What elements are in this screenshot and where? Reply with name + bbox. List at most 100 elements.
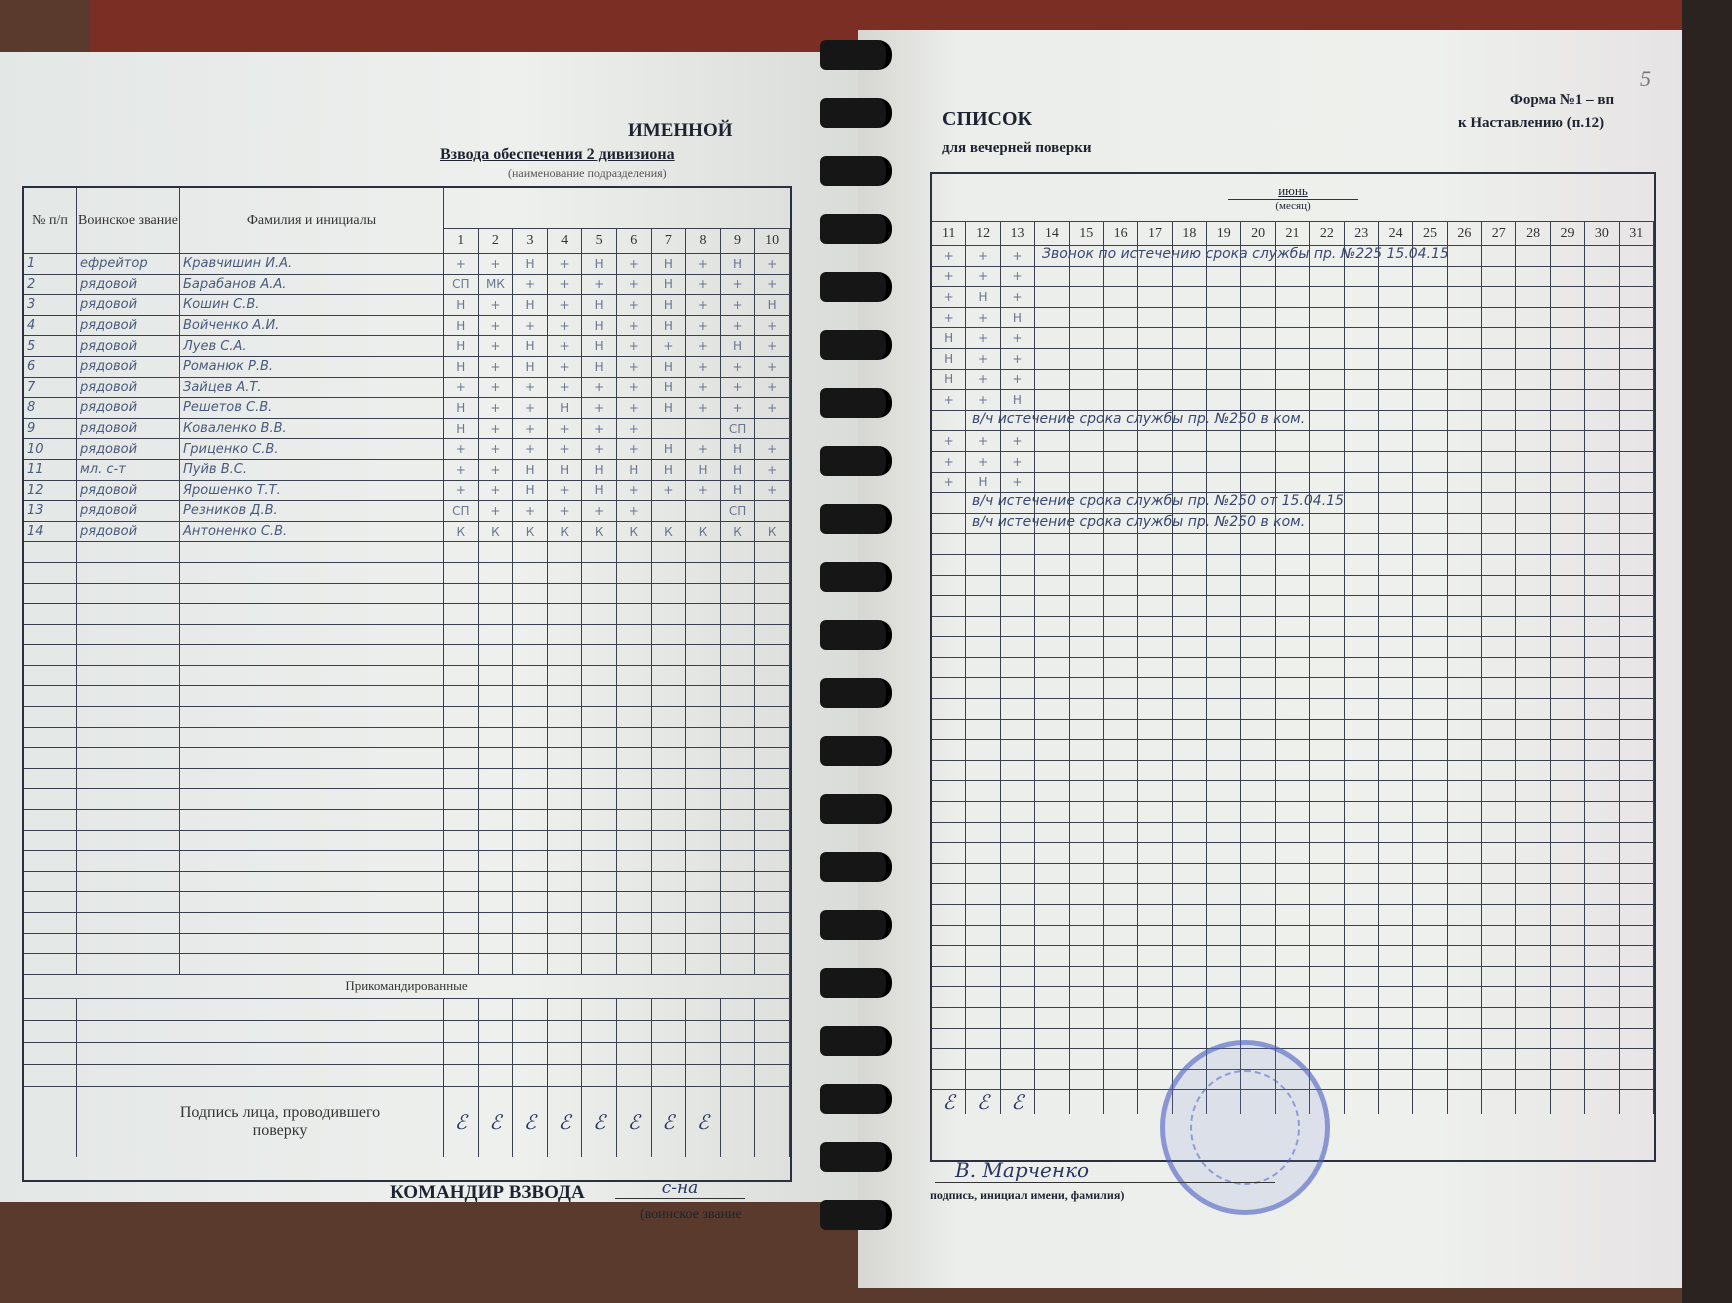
attendance-mark — [1345, 946, 1379, 966]
attendance-mark — [1585, 554, 1620, 575]
month-name: июнь — [1228, 183, 1358, 200]
spiral-ring — [820, 1200, 892, 1230]
attendance-mark — [1173, 863, 1207, 884]
attendance-mark — [932, 946, 967, 966]
attendance-mark — [1413, 781, 1448, 802]
right-subtitle: для вечерней поверки — [942, 140, 1092, 156]
attendance-mark — [966, 596, 1001, 616]
attendance-mark — [1104, 287, 1139, 307]
row-name — [180, 583, 444, 604]
attendance-mark — [1310, 1069, 1345, 1090]
table-row: в/ч истечение срока службы пр. №250 в ко… — [932, 513, 1654, 535]
attendance-mark — [1241, 266, 1276, 287]
attendance-mark — [513, 727, 548, 748]
attendance-mark — [1585, 1069, 1620, 1090]
attendance-mark — [1482, 287, 1517, 307]
attendance-mark — [1138, 307, 1173, 328]
attendance-mark — [721, 892, 756, 912]
attendance-mark — [1345, 802, 1379, 822]
row-name — [77, 1042, 444, 1064]
table-row — [24, 851, 790, 872]
attendance-mark — [1001, 410, 1036, 431]
attendance-mark — [1448, 410, 1482, 431]
attendance-mark — [1138, 719, 1173, 740]
attendance-mark — [1104, 740, 1139, 760]
spiral-ring — [820, 272, 892, 302]
form-reference: к Наставлению (п.12) — [1458, 115, 1605, 131]
attendance-mark — [617, 933, 652, 954]
attendance-mark — [1551, 575, 1586, 596]
day-number: 27 — [1482, 222, 1517, 245]
attendance-mark — [1173, 905, 1207, 925]
attendance-mark — [1138, 596, 1173, 616]
attendance-mark — [1516, 740, 1551, 760]
attendance-mark — [1070, 699, 1104, 719]
attendance-mark — [582, 665, 617, 686]
attendance-mark — [1379, 307, 1414, 328]
attendance-mark — [1276, 966, 1311, 987]
attendance-mark — [1448, 822, 1482, 843]
attendance-mark — [1207, 802, 1242, 822]
attendance-mark — [617, 892, 652, 912]
attendance-mark — [1138, 472, 1173, 493]
attendance-mark — [1070, 802, 1104, 822]
attendance-mark — [1310, 843, 1345, 863]
table-row — [932, 678, 1654, 700]
attendance-mark — [1207, 410, 1242, 431]
attendance-mark — [1241, 699, 1276, 719]
attendance-mark — [1241, 822, 1276, 843]
attendance-mark — [1379, 596, 1414, 616]
attendance-mark — [1585, 596, 1620, 616]
attendance-mark — [1207, 884, 1242, 904]
attendance-mark — [1104, 884, 1139, 904]
attendance-mark — [1241, 451, 1276, 472]
attendance-mark — [1104, 657, 1139, 678]
day-cell — [686, 1042, 721, 1064]
attendance-mark — [686, 583, 721, 604]
attendance-mark — [1070, 1049, 1104, 1069]
attendance-mark — [1413, 1049, 1448, 1069]
attendance-mark — [1345, 657, 1379, 678]
attendance-mark — [1173, 451, 1207, 472]
row-number — [24, 1042, 77, 1064]
day-number: 16 — [1104, 222, 1139, 245]
attendance-mark — [1620, 369, 1654, 390]
attendance-mark: + — [932, 287, 967, 307]
attendance-mark — [652, 624, 687, 645]
attendance-mark — [932, 534, 967, 554]
attendance-mark — [1104, 451, 1139, 472]
attendance-mark — [1585, 740, 1620, 760]
attendance-mark — [1310, 966, 1345, 987]
attendance-mark — [1413, 802, 1448, 822]
row-number: 13 — [24, 501, 77, 521]
attendance-mark — [1035, 472, 1070, 493]
attendance-mark — [932, 760, 967, 781]
day-cell — [582, 1064, 617, 1086]
table-row: 7 рядовой Зайцев А.Т. + + + + + + Н + + + — [24, 377, 790, 399]
table-row: 11 мл. с-т Пуйв В.С. + + Н Н Н Н Н Н Н + — [24, 459, 790, 481]
attendance-mark — [1379, 946, 1414, 966]
attendance-mark — [1001, 719, 1036, 740]
row-number — [24, 851, 77, 871]
attendance-mark — [1070, 246, 1104, 266]
handwritten-note: Звонок по истечению срока службы пр. №22… — [1042, 246, 1449, 262]
attendance-mark — [1585, 513, 1620, 534]
attendance-mark — [686, 851, 721, 871]
attendance-mark — [1379, 802, 1414, 822]
attendance-mark — [1516, 266, 1551, 287]
attendance-mark — [1448, 390, 1482, 410]
signature-scribble — [1585, 1090, 1620, 1115]
attendance-mark — [1207, 431, 1242, 451]
attendance-mark — [1379, 472, 1414, 493]
attendance-mark — [1551, 966, 1586, 987]
attendance-mark — [721, 583, 756, 604]
attendance-mark — [1379, 554, 1414, 575]
attendance-mark — [1482, 657, 1517, 678]
attendance-mark — [1138, 925, 1173, 946]
attendance-mark — [1585, 884, 1620, 904]
attendance-mark — [1620, 946, 1654, 966]
attendance-mark — [548, 871, 583, 892]
attendance-mark — [1345, 1007, 1379, 1028]
attendance-mark — [1241, 843, 1276, 863]
attendance-mark — [1070, 925, 1104, 946]
